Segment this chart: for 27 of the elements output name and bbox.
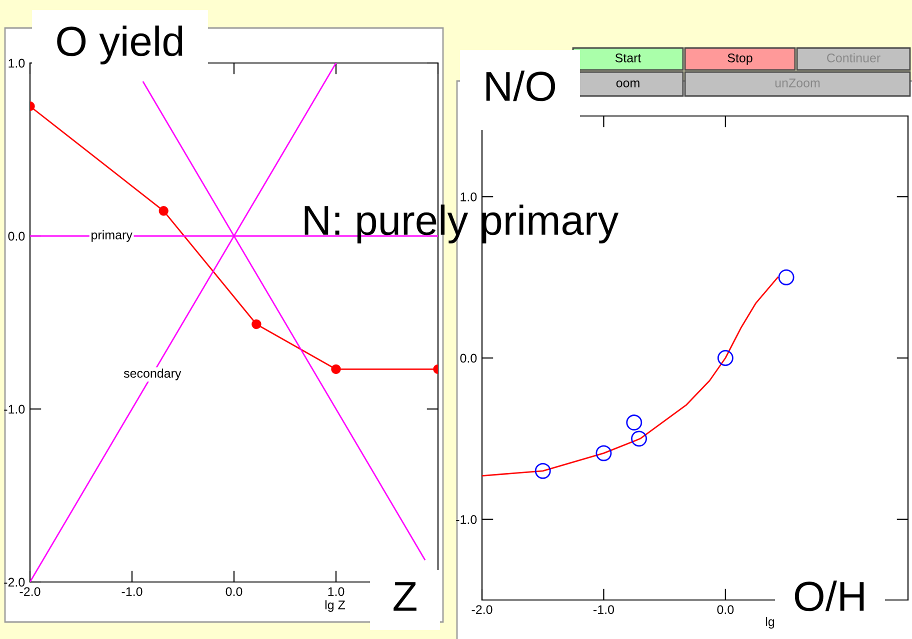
chart-title: N/O (486, 70, 556, 102)
x-tick-label: 1.0 (328, 587, 344, 596)
y-tick-label: 1.0 (8, 58, 25, 68)
x-tick-label: -1.0 (594, 605, 614, 614)
y-tick-label: 0.0 (8, 232, 25, 241)
y-tick-label: 0.0 (460, 354, 477, 363)
x-axis-title: lg Z (325, 600, 346, 612)
y-tick-label: 1.0 (460, 192, 477, 202)
series-label: primary (92, 230, 132, 242)
x-tick-label: 0.0 (717, 605, 734, 614)
text: Continuer (827, 53, 880, 62)
chart-title: O yield (57, 26, 182, 64)
x-tick-label: -1.0 (122, 587, 142, 596)
y-tick-label: -1.0 (4, 404, 25, 414)
x-tick-label: -2.0 (472, 605, 492, 614)
y-tick-label: -2.0 (4, 578, 25, 587)
text: oom (616, 80, 640, 88)
text: Start (615, 54, 642, 62)
text: unZoom (775, 78, 820, 88)
text: Z (394, 582, 416, 611)
x-axis-title: lg (766, 616, 774, 629)
text: Stop (728, 54, 752, 65)
x-tick-label: 0.0 (226, 587, 242, 596)
series-label: secondary (124, 368, 182, 380)
y-tick-label: -1.0 (456, 515, 477, 524)
annotation: O/H (794, 580, 864, 612)
x-tick-label: -2.0 (20, 587, 40, 596)
